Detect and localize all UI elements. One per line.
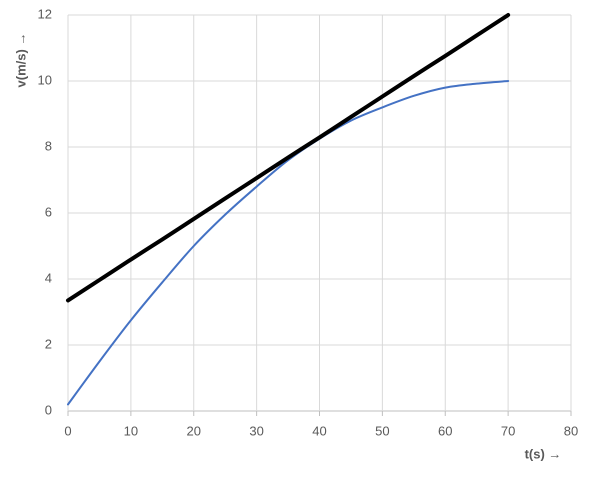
x-tick-label: 10: [124, 423, 138, 438]
y-tick-label: 0: [45, 402, 52, 417]
x-tick-label: 0: [64, 423, 71, 438]
series-line: [66, 13, 511, 303]
x-axis-title: t(s) →: [525, 446, 562, 461]
y-tick-label: 2: [45, 336, 52, 351]
x-tick-label: 60: [438, 423, 452, 438]
x-tick-label: 50: [375, 423, 389, 438]
y-tick-label: 8: [45, 138, 52, 153]
x-tick-label: 30: [249, 423, 263, 438]
y-tick-label: 10: [38, 72, 52, 87]
y-tick-label: 6: [45, 204, 52, 219]
x-tick-label: 80: [564, 423, 578, 438]
x-tick-label: 20: [187, 423, 201, 438]
x-tick-label: 70: [501, 423, 515, 438]
x-tick-label: 40: [312, 423, 326, 438]
y-tick-label: 12: [38, 6, 52, 21]
y-axis-title: v(m/s) →: [13, 33, 28, 88]
series-line: [67, 80, 510, 406]
y-tick-label: 4: [45, 270, 52, 285]
